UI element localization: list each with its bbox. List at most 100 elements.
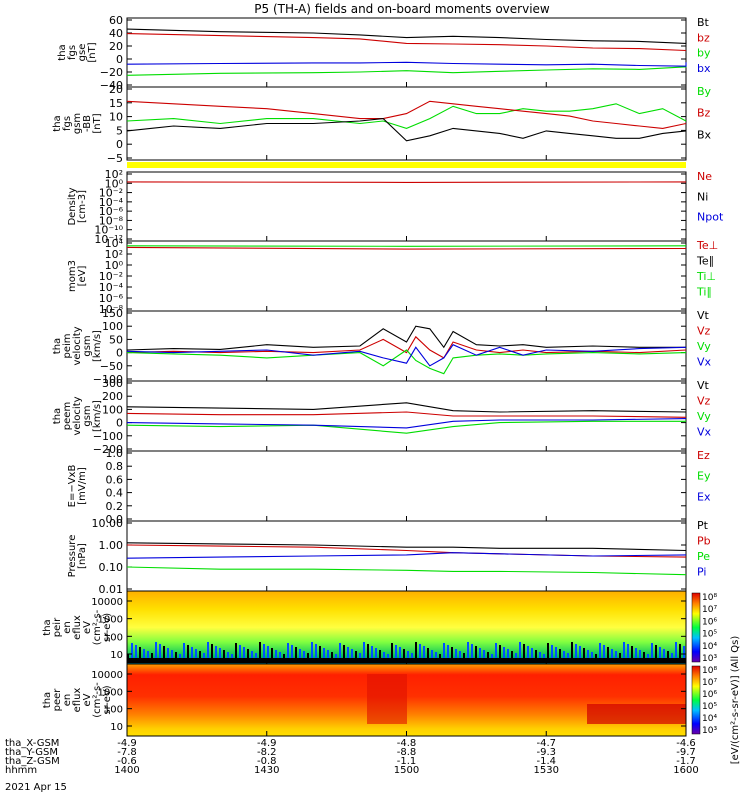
date-label: 2021 Apr 15 [5,782,67,793]
spectrogram-noise-mark [515,653,517,662]
spectrogram-noise-mark [143,649,145,662]
colorbar-tick-label: 10⁶ [702,690,717,700]
y-tick-label: 10⁻¹⁰ [94,224,123,237]
y-tick-label: 0 [116,347,123,360]
y-tick-label: −50 [100,360,123,373]
legend-item: Vz [697,325,711,338]
panel-pressure: 10.00 1.00 0.10 0.01 Pressure [nPa] Pt Pb Pe Pi [67,517,711,596]
spectrogram-noise-mark [139,647,141,662]
colorbar-tick-label: 10³ [702,726,717,736]
spectrogram-noise-mark [291,645,293,662]
series-line-by [126,65,687,76]
x-axis-value: -8.8 [397,747,417,758]
y-tick-label: 10 [110,722,123,733]
spectrogram-noise-mark [431,650,433,662]
y-tick-label: 1.0 [106,447,124,460]
y-tick-label: 0.01 [99,583,124,596]
y-axis-label: peem [62,402,73,430]
colorbar [691,665,701,735]
spectrogram-noise-mark [255,653,257,662]
y-axis-label: gse [77,44,88,62]
spectrogram-noise-mark [159,644,161,662]
spectrogram-noise-mark [391,643,393,662]
x-axis-value: 1600 [673,765,698,776]
spectrogram-noise-mark [223,650,225,662]
colorbar-tick-label: 10⁴ [702,714,717,724]
y-axis-label: tha [52,338,63,354]
spectrogram-noise-mark [559,649,561,662]
series-line-Vy [126,349,687,375]
spectrogram-noise-mark [199,651,201,662]
x-axis-value: -4.6 [676,738,696,749]
spectrogram-noise-mark [551,645,553,662]
x-axis-value: -8.2 [257,747,277,758]
spectrogram-noise-mark [539,652,541,662]
y-tick-label: 40 [109,27,123,40]
spectrogram-noise-mark [275,650,277,662]
colorbar-tick-label: 10⁷ [702,605,717,615]
y-axis-label: peir [52,617,63,637]
x-axis-value: -4.9 [117,738,137,749]
figure-title: P5 (TH-A) fields and on-board moments ov… [254,2,550,16]
series-line-Bx [126,118,687,142]
y-tick-label: 10000 [91,670,123,681]
spectrogram-noise-mark [135,645,137,662]
legend-item: Bx [697,128,712,141]
y-axis-label: gsm [82,405,93,426]
y-tick-label: 20 [109,83,123,96]
spectrogram-noise-mark [659,647,661,662]
spectrogram-noise-mark [587,650,589,662]
colorbar-tick-label: 10⁵ [702,702,717,712]
spectrogram-noise-mark [527,646,529,662]
x-axis-value: -9.3 [536,747,556,758]
y-tick-label: 0 [116,53,123,66]
x-axis-value: -4.8 [397,738,417,749]
y-tick-label: 10² [105,248,123,261]
panel-frame [126,450,687,522]
spectrogram-noise-mark [359,653,361,662]
spectrogram-noise-mark [467,642,469,662]
legend-item: Vz [697,395,711,408]
spectrogram-noise-mark [227,652,229,662]
legend-item: Vt [697,379,710,392]
y-tick-label: −40 [100,79,123,92]
panel-frame [126,17,687,88]
spectrogram-noise-mark [267,646,269,662]
x-axis-value: -1.4 [536,756,556,767]
spectrogram-noise-mark [615,651,617,662]
legend-item: Ne [697,170,712,183]
y-axis-label: E=−VxB [67,465,78,508]
y-tick-label: 10⁻⁶ [99,205,124,218]
y-axis-label: mom3 [67,260,78,292]
legend-item: Ey [697,470,711,483]
y-tick-label: 150 [102,307,123,320]
y-tick-label: −5 [107,152,123,165]
spectrogram-noise-mark [475,646,477,662]
spectrogram-noise-mark [447,645,449,662]
y-axis-label: en [62,621,73,634]
spectrogram-noise-mark [243,647,245,662]
y-axis-label: tha [42,619,53,635]
x-axis-value: 1530 [534,765,559,776]
legend-item: Pb [697,535,711,548]
x-axis-value: -4.7 [536,738,556,749]
spectrogram-noise-mark [351,649,353,662]
spectrogram-noise-mark [599,643,601,662]
spectrogram-noise-mark [155,642,157,662]
data-flag-bar [127,162,686,168]
colorbar-label: [eV/(cm²-s-sr-eV)] (All Qs) [730,636,741,765]
y-axis-label: [eV] [77,266,88,287]
spectrogram-noise-mark [627,644,629,662]
y-tick-label: 200 [102,390,123,403]
spectrogram-noise-mark [175,652,177,662]
spectrogram-noise-mark [415,642,417,662]
y-tick-label: 10⁻⁴ [99,196,124,209]
spectrogram-noise-mark [619,653,621,662]
y-axis-label: eV [82,693,93,706]
y-axis-label: eV [82,621,93,634]
spectrogram-noise-mark [259,642,261,662]
spectrogram-noise-mark [459,651,461,662]
spectrogram-noise-mark [639,650,641,662]
